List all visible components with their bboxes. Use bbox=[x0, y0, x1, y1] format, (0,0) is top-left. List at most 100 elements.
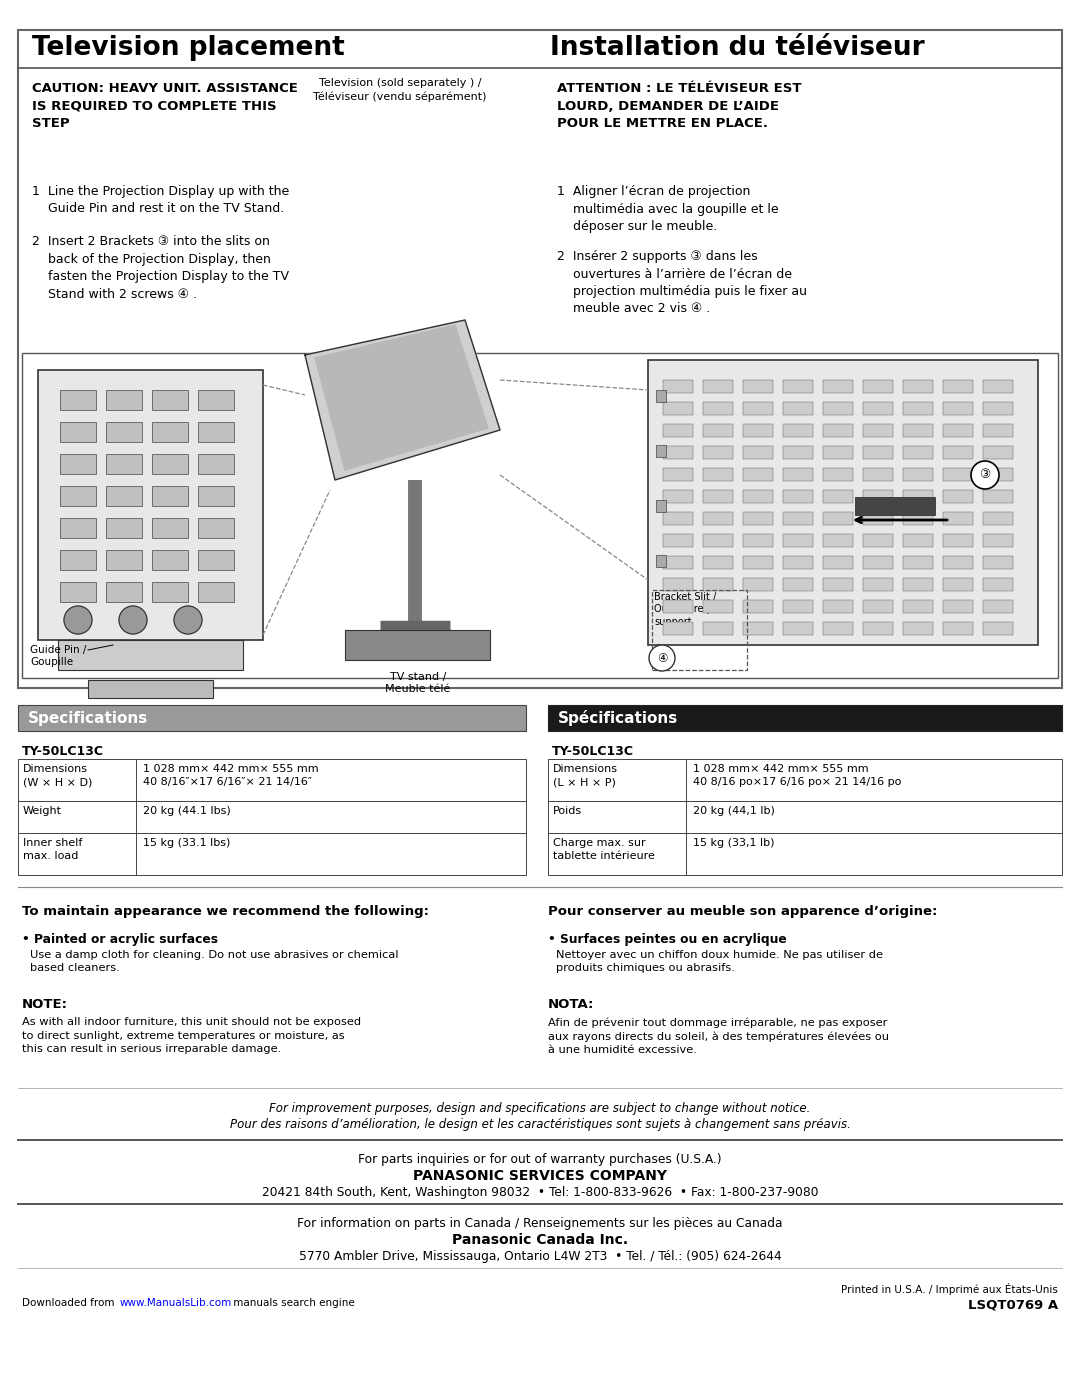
Text: For parts inquiries or for out of warranty purchases (U.S.A.): For parts inquiries or for out of warran… bbox=[359, 1153, 721, 1166]
Bar bbox=[703, 578, 733, 591]
Bar bbox=[152, 518, 188, 538]
Bar bbox=[743, 490, 773, 503]
Bar bbox=[863, 511, 893, 525]
Text: Nettoyer avec un chiffon doux humide. Ne pas utiliser de
produits chimiques ou a: Nettoyer avec un chiffon doux humide. Ne… bbox=[556, 950, 883, 974]
Text: 1 028 mm× 442 mm× 555 mm
40 8/16″×17 6/16″× 21 14/16″: 1 028 mm× 442 mm× 555 mm 40 8/16″×17 6/1… bbox=[143, 764, 319, 787]
Bar bbox=[983, 380, 1013, 393]
Bar bbox=[652, 590, 747, 671]
Text: Afin de prévenir tout dommage irréparable, ne pas exposer
aux rayons directs du : Afin de prévenir tout dommage irréparabl… bbox=[548, 1017, 889, 1055]
Text: Dimensions
(L × H × P): Dimensions (L × H × P) bbox=[553, 764, 618, 787]
Bar bbox=[60, 518, 96, 538]
Bar bbox=[783, 622, 813, 636]
Bar bbox=[863, 402, 893, 415]
Bar bbox=[60, 390, 96, 409]
Text: 20 kg (44,1 lb): 20 kg (44,1 lb) bbox=[693, 806, 774, 816]
Text: PANASONIC SERVICES COMPANY: PANASONIC SERVICES COMPANY bbox=[413, 1169, 667, 1183]
Text: ③: ③ bbox=[980, 468, 990, 482]
Bar bbox=[743, 425, 773, 437]
Bar bbox=[60, 550, 96, 570]
Bar bbox=[198, 454, 234, 474]
Text: As with all indoor furniture, this unit should not be exposed
to direct sunlight: As with all indoor furniture, this unit … bbox=[22, 1017, 361, 1055]
Bar bbox=[548, 833, 1062, 875]
Text: Use a damp cloth for cleaning. Do not use abrasives or chemical
based cleaners.: Use a damp cloth for cleaning. Do not us… bbox=[30, 950, 399, 974]
Text: 5770 Ambler Drive, Mississauga, Ontario L4W 2T3  • Tel. / Tél.: (905) 624-2644: 5770 Ambler Drive, Mississauga, Ontario … bbox=[299, 1250, 781, 1263]
Text: 20 kg (44.1 lbs): 20 kg (44.1 lbs) bbox=[143, 806, 231, 816]
Text: Bracket Slit /
Ouverture pour
support: Bracket Slit / Ouverture pour support bbox=[654, 592, 729, 627]
Bar bbox=[345, 630, 490, 659]
Bar bbox=[743, 556, 773, 569]
Bar bbox=[663, 468, 693, 481]
Bar bbox=[863, 578, 893, 591]
Bar bbox=[743, 402, 773, 415]
Bar bbox=[863, 556, 893, 569]
Text: 1  Line the Projection Display up with the
    Guide Pin and rest it on the TV S: 1 Line the Projection Display up with th… bbox=[32, 184, 289, 215]
Bar bbox=[983, 578, 1013, 591]
Bar bbox=[903, 490, 933, 503]
Text: Downloaded from: Downloaded from bbox=[22, 1298, 118, 1308]
Bar bbox=[983, 534, 1013, 548]
Bar bbox=[823, 578, 853, 591]
Bar bbox=[18, 29, 1062, 687]
Text: 1 028 mm× 442 mm× 555 mm
40 8/16 po×17 6/16 po× 21 14/16 po: 1 028 mm× 442 mm× 555 mm 40 8/16 po×17 6… bbox=[693, 764, 902, 787]
Bar bbox=[943, 490, 973, 503]
Text: manuals search engine: manuals search engine bbox=[230, 1298, 354, 1308]
Circle shape bbox=[649, 645, 675, 671]
Text: Poids: Poids bbox=[553, 806, 582, 816]
Bar bbox=[903, 425, 933, 437]
Bar bbox=[548, 705, 1062, 731]
Bar bbox=[152, 583, 188, 602]
Bar bbox=[783, 490, 813, 503]
Bar bbox=[863, 490, 893, 503]
Bar bbox=[60, 422, 96, 441]
Polygon shape bbox=[305, 320, 500, 481]
Bar bbox=[983, 402, 1013, 415]
Bar bbox=[548, 800, 1062, 833]
Bar bbox=[943, 380, 973, 393]
Bar bbox=[783, 446, 813, 460]
Text: 2  Insérer 2 supports ③ dans les
    ouvertures à l’arrière de l’écran de
    pr: 2 Insérer 2 supports ③ dans les ouvertur… bbox=[557, 250, 807, 316]
Bar bbox=[943, 556, 973, 569]
Bar bbox=[703, 446, 733, 460]
Bar bbox=[783, 556, 813, 569]
Bar bbox=[823, 511, 853, 525]
Bar bbox=[648, 360, 1038, 645]
Bar bbox=[903, 446, 933, 460]
Bar bbox=[106, 422, 141, 441]
Text: Spécifications: Spécifications bbox=[558, 710, 678, 726]
Bar bbox=[743, 511, 773, 525]
Bar bbox=[663, 622, 693, 636]
Bar bbox=[106, 390, 141, 409]
Bar bbox=[106, 518, 141, 538]
Bar bbox=[663, 402, 693, 415]
Bar bbox=[863, 425, 893, 437]
Text: Inner shelf
max. load: Inner shelf max. load bbox=[23, 838, 82, 861]
Bar bbox=[823, 599, 853, 613]
Bar bbox=[823, 468, 853, 481]
Bar bbox=[663, 425, 693, 437]
Bar bbox=[60, 486, 96, 506]
Bar bbox=[823, 622, 853, 636]
Bar bbox=[18, 705, 526, 731]
Bar bbox=[783, 468, 813, 481]
Bar bbox=[743, 380, 773, 393]
Bar bbox=[783, 534, 813, 548]
Bar bbox=[152, 454, 188, 474]
Bar bbox=[823, 556, 853, 569]
Text: Installation du téléviseur: Installation du téléviseur bbox=[550, 35, 924, 61]
Text: NOTE:: NOTE: bbox=[22, 997, 68, 1011]
Bar bbox=[663, 578, 693, 591]
Bar bbox=[38, 370, 264, 640]
Bar bbox=[87, 680, 213, 698]
Bar bbox=[18, 833, 526, 875]
Bar bbox=[863, 622, 893, 636]
Bar bbox=[863, 599, 893, 613]
Text: Specifications: Specifications bbox=[28, 711, 148, 725]
Bar bbox=[863, 468, 893, 481]
Bar bbox=[663, 490, 693, 503]
Bar bbox=[783, 578, 813, 591]
Bar bbox=[743, 578, 773, 591]
Text: Printed in U.S.A. / Imprimé aux États-Unis: Printed in U.S.A. / Imprimé aux États-Un… bbox=[841, 1282, 1058, 1295]
Bar bbox=[983, 490, 1013, 503]
Text: Pour des raisons d’amélioration, le design et les caractéristiques sont sujets à: Pour des raisons d’amélioration, le desi… bbox=[230, 1118, 850, 1132]
Bar bbox=[663, 599, 693, 613]
